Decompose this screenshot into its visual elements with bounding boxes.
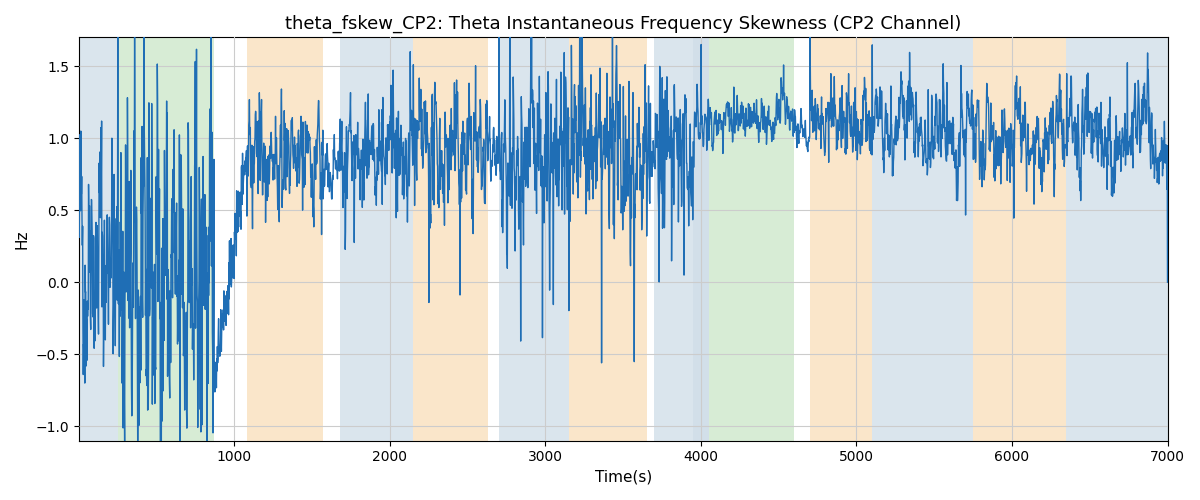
Bar [973,38,1067,440]
Bar [413,38,488,440]
Bar [569,38,647,440]
Bar [694,38,709,440]
Bar [810,38,872,440]
Bar [340,38,413,440]
Bar [247,38,323,440]
Bar [499,38,569,440]
X-axis label: Time(s): Time(s) [594,470,652,485]
Bar [709,38,794,440]
Bar [118,38,214,440]
Bar [872,38,973,440]
Bar [1067,38,1175,440]
Y-axis label: Hz: Hz [14,230,30,249]
Title: theta_fskew_CP2: Theta Instantaneous Frequency Skewness (CP2 Channel): theta_fskew_CP2: Theta Instantaneous Fre… [286,15,961,34]
Bar [654,38,694,440]
Bar [79,38,118,440]
